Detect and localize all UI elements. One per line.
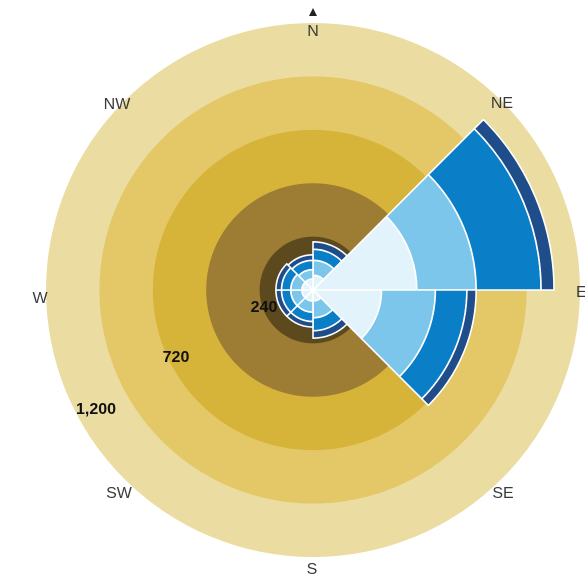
sector-nw-bin-4: [287, 253, 314, 270]
direction-label-nw: NW: [104, 96, 132, 113]
direction-label-s: S: [307, 561, 318, 578]
sector-se-bin-4: [312, 318, 348, 340]
direction-label-w: W: [32, 290, 48, 307]
wind-sectors: [275, 118, 555, 407]
north-arrow-icon: [309, 8, 317, 16]
compass-labels: N NE E SE S SW W NW: [32, 8, 585, 578]
direction-label-sw: SW: [106, 485, 133, 502]
ring-label-240: 240: [251, 299, 278, 316]
sector-e-bin-4: [421, 289, 477, 407]
direction-label-n: N: [307, 23, 319, 40]
direction-label-ne: NE: [491, 95, 513, 112]
direction-label-se: SE: [492, 485, 513, 502]
ring-value-labels: 240 720 1,200: [76, 299, 277, 418]
sector-ne-bin-4: [473, 118, 555, 291]
direction-label-e: E: [576, 284, 585, 301]
ring-label-720: 720: [163, 349, 190, 366]
ring-label-1200: 1,200: [76, 401, 116, 418]
